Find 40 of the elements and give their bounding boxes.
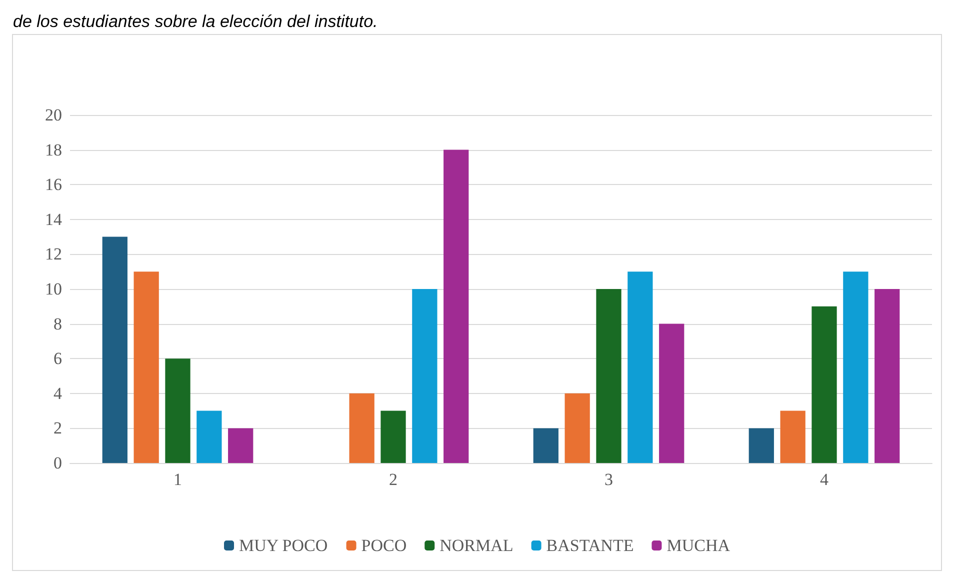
y-tick-label: 0 [54,454,62,472]
bar [780,410,806,463]
legend-label: BASTANTE [546,536,634,555]
bar [533,428,558,463]
bar [843,272,868,463]
bar [165,358,190,463]
y-tick-label: 12 [45,244,62,264]
bar [196,410,222,463]
y-tick-label: 10 [45,280,62,298]
bar [349,393,374,463]
chart-title: de los estudiantes sobre la elección del instituto. [13,12,378,31]
bar [596,289,622,463]
bar [380,410,406,463]
y-tick-label: 14 [45,210,62,229]
x-tick-label: 3 [604,470,613,489]
x-tick-label: 1 [174,470,182,489]
y-tick-label: 4 [54,384,62,403]
y-tick-label: 16 [45,175,62,194]
y-tick-label: 2 [54,418,62,438]
bar [812,306,837,463]
y-tick-label: 8 [54,314,62,334]
bar [628,272,653,463]
bar [659,324,684,463]
bar [874,289,900,463]
bar [748,428,774,463]
bar [134,272,159,463]
bar [444,150,469,463]
legend-label: POCO [361,536,407,555]
bar [564,393,590,463]
bar [412,289,438,463]
x-tick-label: 4 [820,470,829,489]
bar [228,428,254,463]
y-tick-label: 18 [45,140,62,160]
y-tick-label: 20 [45,106,62,124]
legend-label: NORMAL [440,536,514,555]
y-tick-label: 6 [54,349,62,368]
bar [102,236,128,463]
legend-label: MUY POCO [239,536,328,555]
x-tick-label: 2 [389,470,398,489]
legend-label: MUCHA [666,536,731,555]
